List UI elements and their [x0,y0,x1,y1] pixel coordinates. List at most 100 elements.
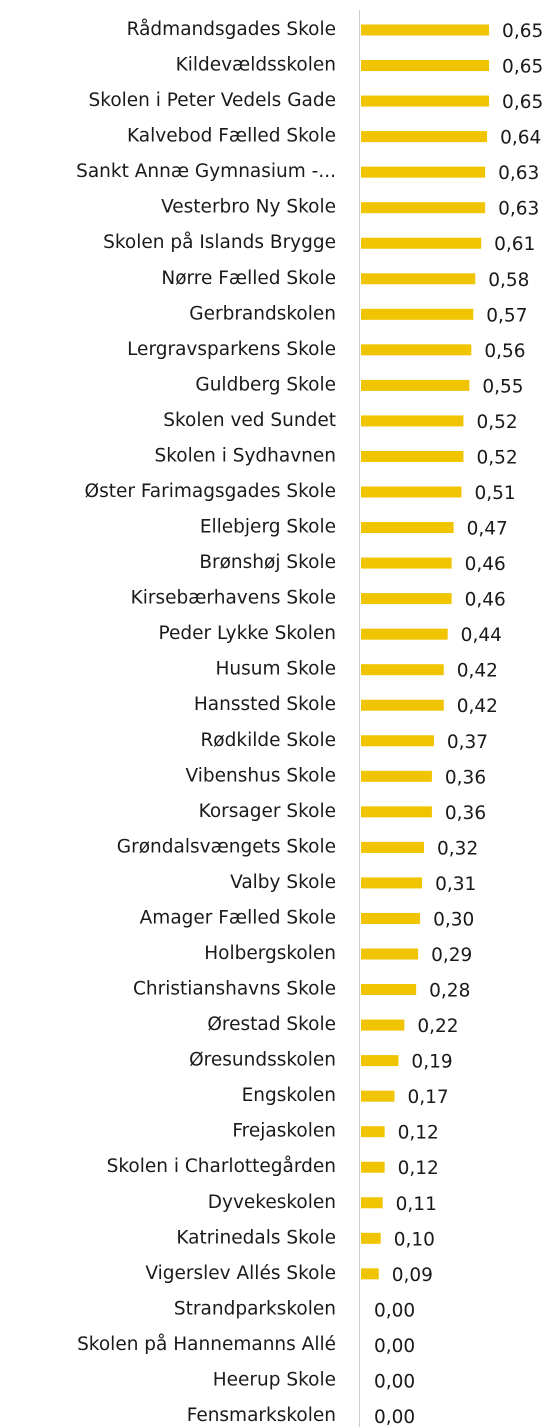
category-label: Grøndalsvængets Skole [117,836,336,857]
value-label: 0,10 [394,1229,435,1250]
category-label: Christianshavns Skole [133,979,336,1000]
bar [361,95,490,107]
category-label: Dyvekeskolen [208,1192,336,1213]
value-label: 0,11 [396,1194,437,1215]
category-label: Øresundsskolen [189,1050,336,1071]
bar [361,522,454,534]
category-label: Nørre Fælled Skole [161,268,336,289]
category-label: Holbergskolen [204,943,336,964]
category-label: Skolen på Hannemanns Allé [77,1334,336,1355]
category-label: Brønshøj Skole [199,552,336,573]
category-label: Engskolen [242,1085,336,1106]
bar [361,1197,383,1209]
category-label: Valby Skole [230,872,336,893]
bar [361,131,488,143]
value-label: 0,46 [465,554,506,575]
category-label: Strandparkskolen [174,1298,336,1319]
category-label: Kirsebærhavens Skole [131,588,336,609]
value-label: 0,42 [457,661,498,682]
value-label: 0,65 [502,92,543,113]
category-label: Heerup Skole [213,1369,336,1390]
category-label: Lergravsparkens Skole [127,339,336,360]
value-label: 0,36 [445,767,486,788]
category-label: Frejaskolen [232,1121,336,1142]
value-label: 0,31 [435,874,476,895]
category-label: Fensmarkskolen [187,1405,336,1426]
category-label: Husum Skole [215,659,336,680]
value-label: 0,19 [411,1052,452,1073]
bar [361,984,417,996]
value-label: 0,22 [417,1016,458,1037]
bar [361,1126,385,1138]
category-label: Skolen på Islands Brygge [103,232,336,253]
value-label: 0,57 [486,305,527,326]
bar [361,877,423,889]
value-label: 0,42 [457,696,498,717]
value-label: 0,61 [494,234,535,255]
value-label: 0,65 [502,21,543,42]
category-label: Katrinedals Skole [176,1227,336,1248]
bar [361,1161,385,1173]
value-label: 0,29 [431,945,472,966]
bar [361,344,472,356]
bar [361,450,464,462]
bar [361,486,462,498]
bar [361,912,421,924]
bar [361,202,486,214]
bar [361,1090,395,1102]
value-label: 0,51 [474,483,515,504]
category-label: Skolen i Charlottegården [107,1156,336,1177]
category-label: Vibenshus Skole [186,765,336,786]
value-label: 0,63 [498,199,539,220]
value-label: 0,65 [502,57,543,78]
value-label: 0,00 [374,1371,415,1392]
bar [361,237,482,249]
value-label: 0,12 [398,1158,439,1179]
value-label: 0,47 [467,519,508,540]
bar [361,557,452,569]
value-label: 0,64 [500,128,541,149]
value-label: 0,30 [433,909,474,930]
value-label: 0,28 [429,981,470,1002]
bar [361,60,490,72]
value-label: 0,46 [465,590,506,611]
bar [361,1232,381,1244]
value-label: 0,56 [484,341,525,362]
bar [361,379,470,391]
category-label: Gerbrandskolen [189,303,336,324]
value-label: 0,37 [447,732,488,753]
category-label: Korsager Skole [199,801,336,822]
value-label: 0,00 [374,1336,415,1357]
value-label: 0,44 [461,625,502,646]
category-label: Ørestad Skole [207,1014,336,1035]
value-label: 0,00 [374,1407,415,1427]
bar [361,735,434,747]
value-label: 0,09 [392,1265,433,1286]
category-label: Rødkilde Skole [200,730,336,751]
category-label: Hanssted Skole [194,694,336,715]
category-label: Peder Lykke Skolen [159,623,336,644]
bar [361,593,452,605]
bar [361,308,474,320]
bar [361,699,444,711]
category-label: Skolen i Sydhavnen [154,445,336,466]
category-label: Vesterbro Ny Skole [161,197,336,218]
value-label: 0,52 [476,447,517,468]
bar [361,1055,399,1067]
category-label: Skolen i Peter Vedels Gade [89,90,336,111]
value-label: 0,36 [445,803,486,824]
value-label: 0,52 [476,412,517,433]
value-label: 0,12 [398,1123,439,1144]
bar [361,24,490,36]
category-label: Skolen ved Sundet [163,410,336,431]
category-label: Ellebjerg Skole [200,517,336,538]
category-label: Kildevældsskolen [176,55,336,76]
bar [361,664,444,676]
value-label: 0,17 [407,1087,448,1108]
category-label: Vigerslev Allés Skole [145,1263,336,1284]
bar [361,770,432,782]
value-label: 0,32 [437,838,478,859]
bar [361,948,419,960]
category-label: Kalvebod Fælled Skole [127,126,336,147]
